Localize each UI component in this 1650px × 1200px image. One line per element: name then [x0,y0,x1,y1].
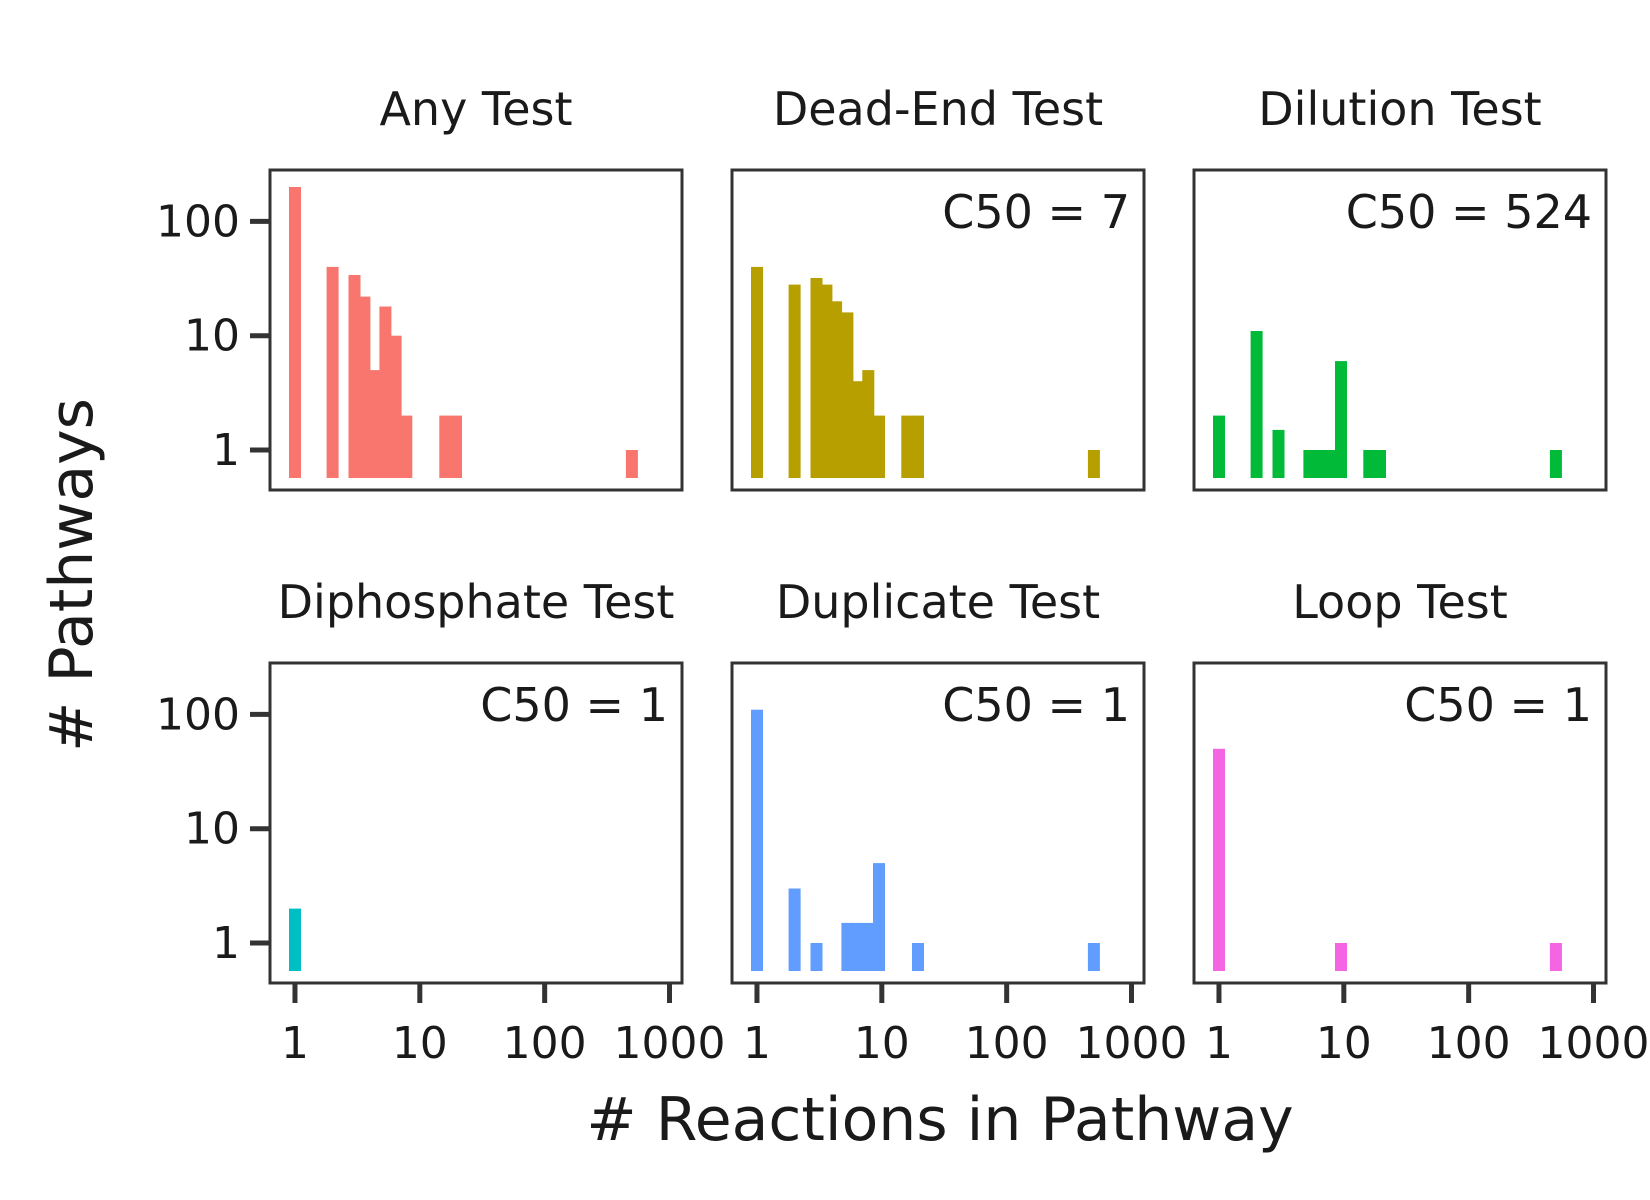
bar [289,908,301,971]
bar [1335,361,1347,478]
x-tick-label: 1000 [1538,1018,1650,1069]
bar [810,943,823,971]
bar [1087,943,1100,971]
bar [1374,450,1386,478]
bar [1363,450,1376,478]
panel-duplicate-test: Duplicate Test C50 = 1 1 10 100 1000 [730,575,1188,1069]
panel-title: Dilution Test [1258,82,1541,136]
x-tick-label: 100 [503,1018,587,1069]
y-tick-label: 100 [156,689,240,740]
x-axis-label: # Reactions in Pathway [586,1085,1293,1155]
bar [851,381,864,478]
bar [1272,429,1285,478]
panel-any-test: Any Test 1 10 100 [156,82,684,492]
bar [841,312,854,478]
bar [379,306,392,478]
plot-frame [730,661,1146,985]
bar [788,888,801,971]
c50-annotation: C50 = 1 [1404,678,1592,732]
bar [873,415,885,478]
bar [450,415,462,478]
bar [1324,450,1337,478]
bar [326,266,339,478]
bar [358,296,371,478]
x-tick-label: 10 [392,1018,448,1069]
bar [389,335,402,478]
x-tick-label: 100 [965,1018,1049,1069]
bar [1549,450,1562,478]
y-tick-label: 10 [184,804,240,855]
bar [625,450,638,478]
bar [1303,450,1316,478]
bar [873,863,885,971]
bar [751,709,763,971]
panel-loop-test: Loop Test C50 = 1 1 10 100 1000 [1192,575,1650,1069]
x-tick-label: 1 [1205,1018,1233,1069]
bar [912,415,924,478]
plot-frame [268,168,684,492]
bar [1087,450,1100,478]
bar [841,922,854,971]
x-tick-label: 1000 [614,1018,726,1069]
bar [1313,450,1326,478]
bar [1549,943,1562,971]
plot-frame [268,661,684,985]
bar [862,370,875,478]
y-tick-label: 10 [184,311,240,362]
bar [912,943,924,971]
bar [901,415,914,478]
plot-frame [1192,168,1608,492]
panel-dilution-test: Dilution Test C50 = 524 [1192,82,1608,492]
plot-frame [730,168,1146,492]
bar [820,284,833,478]
y-axis-label: # Pathways [37,398,107,752]
bar [788,284,801,478]
panel-title: Diphosphate Test [278,575,675,629]
c50-annotation: C50 = 1 [942,678,1130,732]
x-tick-label: 1000 [1076,1018,1188,1069]
panel-title: Loop Test [1292,575,1508,629]
bar [1213,415,1225,478]
panel-title: Duplicate Test [776,575,1100,629]
y-tick-label: 1 [212,425,240,476]
bar [439,415,452,478]
y-tick-label: 1 [212,918,240,969]
bar [862,922,875,971]
bar [830,301,843,478]
c50-annotation: C50 = 7 [942,185,1130,239]
x-tick-label: 10 [1316,1018,1372,1069]
bar [810,278,823,478]
bar [289,187,301,478]
c50-annotation: C50 = 1 [480,678,668,732]
bar [1250,331,1263,478]
plot-frame [1192,661,1608,985]
x-tick-label: 1 [743,1018,771,1069]
c50-annotation: C50 = 524 [1346,185,1592,239]
bar [1335,943,1347,971]
bar [400,415,413,478]
panel-title: Dead-End Test [773,82,1103,136]
panel-title: Any Test [379,82,572,136]
bar [368,370,381,478]
x-tick-label: 1 [281,1018,309,1069]
bar [751,266,763,478]
x-tick-label: 100 [1427,1018,1511,1069]
panel-dead-end-test: Dead-End Test C50 = 7 [730,82,1146,492]
y-tick-label: 100 [156,196,240,247]
bar [348,275,361,478]
panel-diphosphate-test: Diphosphate Test C50 = 1 1 10 100 1 10 100 1000 [156,575,725,1069]
bar [851,922,864,971]
x-tick-label: 10 [854,1018,910,1069]
bar [1213,748,1225,971]
